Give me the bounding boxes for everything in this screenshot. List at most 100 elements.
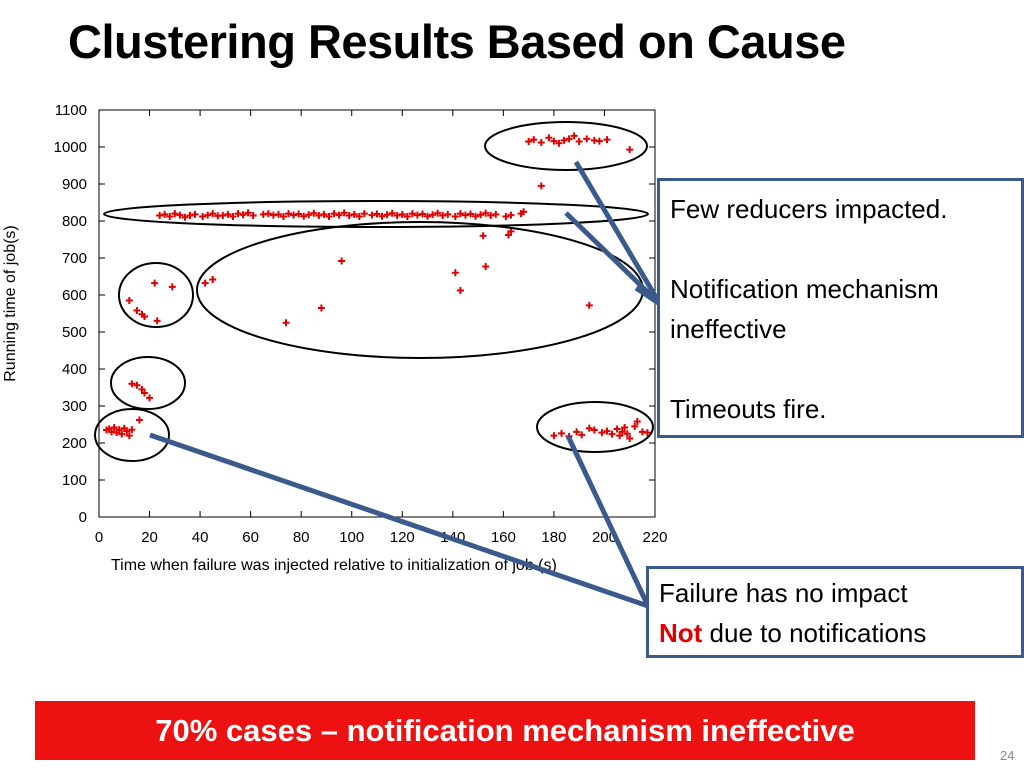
data-point (128, 380, 136, 388)
data-point (482, 209, 490, 217)
x-tick-label: 20 (141, 529, 158, 546)
cluster-ellipse (118, 262, 194, 328)
data-point (199, 213, 207, 221)
data-point (128, 426, 136, 434)
data-point (186, 211, 194, 219)
data-point (557, 429, 565, 437)
data-point (456, 287, 464, 295)
data-point (583, 135, 591, 143)
data-point (626, 146, 634, 154)
data-point (219, 211, 227, 219)
slide-title: Clustering Results Based on Cause (68, 15, 846, 68)
y-tick-label: 700 (62, 250, 87, 267)
data-point (565, 432, 573, 440)
data-point (234, 210, 242, 218)
data-point (140, 389, 148, 397)
cluster-ellipse (196, 221, 644, 359)
callout-line: Not due to notifications (659, 613, 1011, 653)
y-tick-label: 500 (62, 324, 87, 341)
data-point (434, 209, 442, 217)
data-point (451, 269, 459, 277)
data-point (282, 319, 290, 327)
data-point (181, 213, 189, 221)
page-number: 24 (1000, 748, 1015, 763)
data-point (335, 211, 343, 219)
x-tick-label: 0 (95, 529, 103, 546)
y-tick-label: 600 (62, 287, 87, 304)
data-point (383, 211, 391, 219)
data-point (168, 283, 176, 291)
data-point (201, 279, 209, 287)
data-point (274, 210, 282, 218)
data-point (153, 317, 161, 325)
x-tick-label: 220 (642, 529, 667, 546)
data-point (285, 210, 293, 218)
data-point (413, 211, 421, 219)
data-point (249, 211, 257, 219)
data-point (229, 213, 237, 221)
data-point (492, 210, 500, 218)
data-point (479, 232, 487, 240)
data-point (140, 312, 148, 320)
data-point (118, 430, 126, 438)
x-tick-label: 40 (192, 529, 209, 546)
data-point (125, 432, 133, 440)
data-point (550, 432, 558, 440)
y-tick-label: 800 (62, 213, 87, 230)
data-point (570, 132, 578, 140)
data-point (161, 210, 169, 218)
data-point (467, 210, 475, 218)
y-tick-label: 200 (62, 435, 87, 452)
callout-text: due to notifications (702, 618, 927, 648)
scatter-chart: 0 100 200 300 400 500 600 700 800 900 1000 1100 0 20 4… (2, 102, 668, 574)
data-point (209, 275, 217, 283)
callout-line: Failure has no impact (659, 578, 908, 608)
cluster-ellipse (110, 356, 186, 410)
data-point (345, 211, 353, 219)
y-tick-label: 1000 (54, 139, 87, 156)
data-point (279, 213, 287, 221)
data-point (537, 182, 545, 190)
data-point (565, 135, 573, 143)
axis-ticks: 0 100 200 300 400 500 600 700 800 900 1000 1100 0 20 4… (54, 102, 668, 546)
data-point (461, 211, 469, 219)
y-tick-label: 900 (62, 176, 87, 193)
data-point (472, 212, 480, 220)
callout-timeouts: Few reducers impacted. Notification mech… (657, 178, 1024, 438)
data-point (595, 137, 603, 145)
data-point (156, 211, 164, 219)
x-tick-label: 100 (339, 529, 364, 546)
x-tick-label: 140 (440, 529, 465, 546)
data-point (115, 426, 123, 434)
data-point (338, 257, 346, 265)
data-point (631, 422, 639, 430)
data-point (507, 211, 515, 219)
data-point (487, 211, 495, 219)
data-point (403, 213, 411, 221)
data-point (621, 423, 629, 431)
data-point (151, 279, 159, 287)
data-point (537, 139, 545, 147)
data-point (355, 213, 363, 221)
callout-line: Notification mechanism (670, 274, 939, 304)
data-point (368, 211, 376, 219)
y-tick-label: 300 (62, 398, 87, 415)
data-point (310, 209, 318, 217)
data-point (482, 263, 490, 271)
data-point (418, 210, 426, 218)
data-point (398, 210, 406, 218)
y-tick-label: 100 (62, 472, 87, 489)
data-point (388, 209, 396, 217)
data-point (408, 210, 416, 218)
data-point (520, 208, 528, 216)
data-point (585, 424, 593, 432)
data-point (123, 427, 131, 435)
data-point (360, 210, 368, 218)
data-point (209, 210, 217, 218)
callout-no-impact: Failure has no impact Not due to notific… (646, 566, 1024, 658)
data-point (456, 210, 464, 218)
data-point (429, 211, 437, 219)
data-point (305, 211, 313, 219)
data-point (590, 426, 598, 434)
data-point (325, 213, 333, 221)
